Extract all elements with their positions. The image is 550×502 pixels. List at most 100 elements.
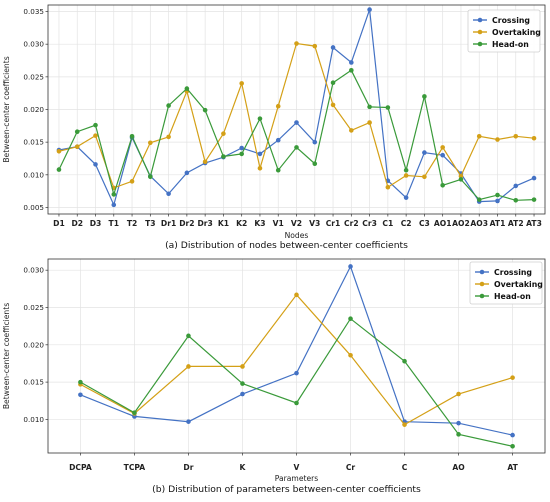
- data-point-crossing: [275, 137, 281, 143]
- data-point-crossing: [495, 198, 500, 204]
- x-tick-label: TCPA: [124, 463, 146, 472]
- y-tick-label: 0.020: [23, 340, 44, 349]
- data-point-crossing: [257, 151, 263, 157]
- y-tick-label: 0.015: [23, 378, 44, 387]
- x-tick-label: AO3: [470, 219, 488, 228]
- data-point-crossing: [510, 432, 515, 438]
- data-point-overtaking: [294, 292, 299, 298]
- data-point-overtaking: [148, 140, 153, 146]
- data-point-head-on: [132, 410, 137, 416]
- x-tick-label: T2: [127, 219, 137, 228]
- x-tick-label: AT1: [490, 219, 506, 228]
- x-tick-label: C2: [401, 219, 412, 228]
- x-tick-label: Dr: [183, 463, 193, 472]
- data-point-overtaking: [93, 133, 98, 138]
- data-point-crossing: [239, 145, 244, 151]
- x-tick-label: AT3: [526, 219, 542, 228]
- data-point-head-on: [257, 116, 263, 121]
- x-tick-label: AT: [507, 463, 518, 472]
- data-point-overtaking: [202, 159, 208, 165]
- data-point-overtaking: [186, 364, 191, 369]
- y-tick-label: 0.015: [23, 138, 44, 147]
- parameters-chart: 0.010 0.015 0.020 0.025 0.030 DCPA TCPA Dr K V Cr C…: [2, 258, 546, 495]
- legend: Crossing Overtaking Head-on: [467, 9, 541, 53]
- data-point-crossing: [531, 175, 537, 181]
- legend-marker: [479, 281, 485, 287]
- data-point-head-on: [184, 86, 190, 91]
- x-tick-label: C: [402, 463, 408, 472]
- x-tick-label: Dr2: [179, 219, 194, 228]
- x-tick-label: K2: [236, 219, 247, 228]
- x-tick-label: Dr3: [197, 219, 212, 228]
- y-axis-label: Between-center coefficients: [2, 303, 11, 409]
- legend-label: Crossing: [492, 16, 530, 25]
- legend-marker: [477, 41, 483, 47]
- data-point-head-on: [202, 107, 208, 113]
- x-tick-label: V3: [309, 219, 320, 228]
- data-point-overtaking: [129, 179, 135, 184]
- legend-label: Head-on: [494, 292, 531, 301]
- y-tick-label: 0.030: [23, 40, 44, 49]
- data-point-head-on: [456, 432, 461, 437]
- data-point-crossing: [78, 392, 83, 398]
- data-point-overtaking: [239, 81, 244, 86]
- data-point-overtaking: [440, 145, 445, 150]
- legend-label: Crossing: [494, 268, 532, 277]
- x-tick-label: Cr1: [326, 219, 341, 228]
- x-tick-label: T3: [145, 219, 155, 228]
- x-tick-label: C3: [419, 219, 430, 228]
- data-point-overtaking: [348, 352, 353, 358]
- x-tick-label: D3: [90, 219, 102, 228]
- data-point-head-on: [349, 68, 354, 73]
- data-point-overtaking: [74, 144, 80, 150]
- x-tick-label: V1: [273, 219, 284, 228]
- chart-caption: (a) Distribution of nodes between-center…: [165, 240, 408, 251]
- y-tick-label: 0.005: [23, 203, 44, 212]
- data-point-overtaking: [458, 173, 464, 179]
- data-point-head-on: [403, 167, 409, 173]
- data-point-head-on: [56, 167, 62, 172]
- data-point-head-on: [78, 379, 83, 385]
- data-point-head-on: [312, 161, 318, 167]
- x-tick-label: C1: [382, 219, 393, 228]
- data-point-head-on: [402, 358, 407, 364]
- data-point-overtaking: [385, 184, 391, 190]
- data-point-crossing: [456, 420, 461, 426]
- data-point-head-on: [476, 197, 482, 202]
- data-point-head-on: [148, 174, 153, 180]
- x-tick-label: Dr1: [161, 219, 176, 228]
- legend-marker: [477, 29, 483, 35]
- data-point-head-on: [166, 103, 171, 108]
- data-point-overtaking: [495, 137, 500, 142]
- y-tick-label: 0.010: [23, 170, 44, 179]
- data-point-crossing: [111, 202, 117, 208]
- data-point-crossing: [349, 60, 354, 65]
- x-tick-label: Cr2: [344, 219, 359, 228]
- data-point-crossing: [186, 419, 191, 424]
- legend-label: Overtaking: [492, 28, 541, 37]
- data-point-crossing: [166, 191, 171, 197]
- data-point-head-on: [440, 182, 445, 188]
- y-tick-label: 0.025: [23, 303, 44, 312]
- data-point-crossing: [440, 152, 445, 158]
- x-tick-label: DCPA: [69, 463, 92, 472]
- y-tick-label: 0.025: [23, 72, 44, 81]
- data-point-crossing: [403, 195, 409, 200]
- data-point-head-on: [111, 192, 117, 197]
- data-point-crossing: [422, 150, 427, 155]
- x-tick-label: D1: [53, 219, 65, 228]
- data-point-head-on: [531, 197, 537, 202]
- x-tick-label: Cr3: [362, 219, 377, 228]
- legend-marker: [479, 269, 485, 275]
- data-point-head-on: [74, 129, 80, 135]
- data-point-overtaking: [330, 102, 336, 108]
- x-tick-label: AT2: [508, 219, 524, 228]
- data-point-head-on: [348, 316, 353, 321]
- data-point-crossing: [513, 183, 519, 189]
- data-point-overtaking: [367, 120, 372, 125]
- x-axis-label: Parameters: [275, 474, 319, 483]
- data-point-overtaking: [456, 391, 461, 397]
- legend-marker: [479, 293, 485, 299]
- y-tick-label: 0.030: [23, 266, 44, 275]
- nodes-chart: 0.005 0.010 0.015 0.020 0.025 0.030 0.035 D1 D2 D…: [2, 4, 546, 251]
